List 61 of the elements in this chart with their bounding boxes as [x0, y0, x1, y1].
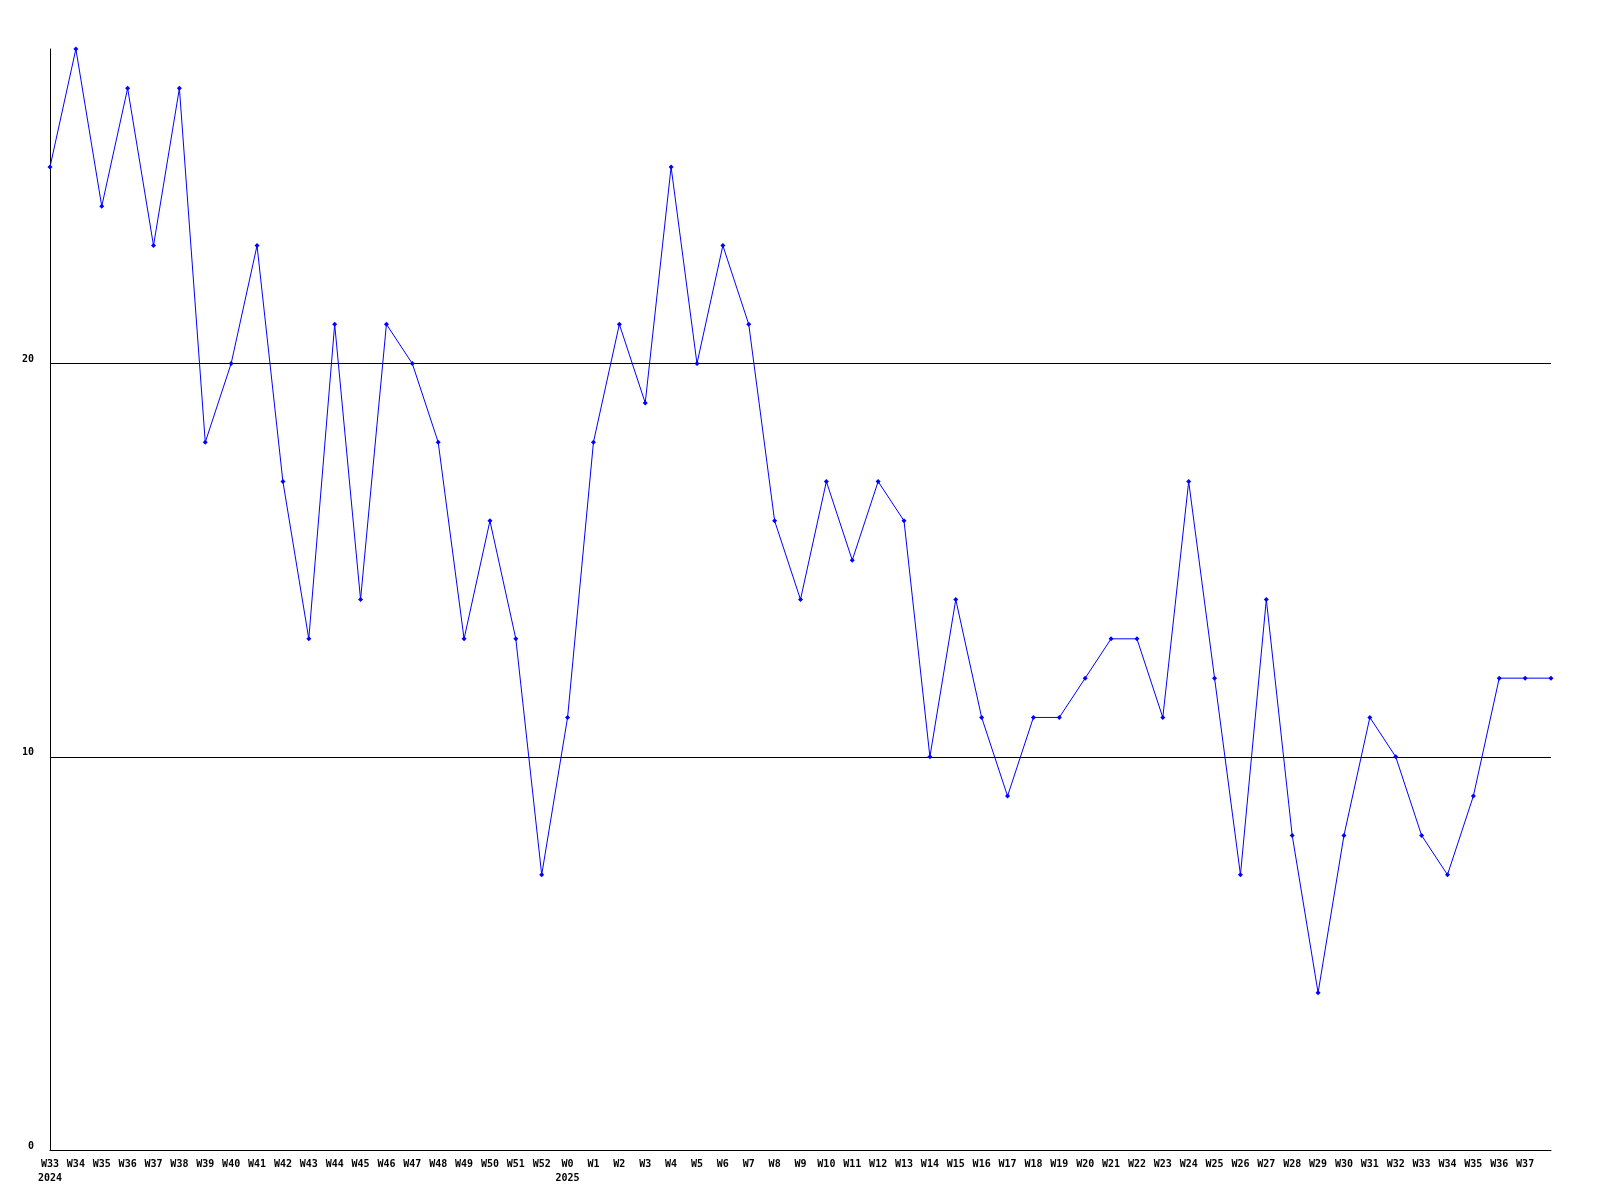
x-tick-label: W50 — [480, 1157, 499, 1169]
x-tick-label: W52 — [532, 1157, 551, 1169]
x-tick-label: W23 — [1153, 1157, 1172, 1169]
x-tick-label: W10 — [817, 1157, 836, 1169]
x-tick-label: W16 — [972, 1157, 991, 1169]
y-tick-label: 20 — [21, 353, 34, 365]
x-tick-label: W39 — [196, 1157, 215, 1169]
x-tick-label: W35 — [1464, 1157, 1483, 1169]
x-tick-label: W30 — [1334, 1157, 1353, 1169]
x-tick-label: W34 — [1438, 1157, 1457, 1169]
y-tick-label: 10 — [21, 746, 34, 758]
x-tick-label: W49 — [455, 1157, 474, 1169]
x-tick-label: W4 — [665, 1157, 678, 1169]
x-tick-label: W8 — [768, 1157, 781, 1169]
x-tick-label: W27 — [1257, 1157, 1276, 1169]
x-tick-label: W19 — [1050, 1157, 1069, 1169]
x-tick-label: W24 — [1179, 1157, 1198, 1169]
x-tick-label: W9 — [794, 1157, 807, 1169]
x-tick-label: W31 — [1360, 1157, 1379, 1169]
x-tick-label: W38 — [170, 1157, 189, 1169]
x-tick-label: W12 — [869, 1157, 888, 1169]
x-tick-label: W20 — [1076, 1157, 1095, 1169]
x-tick-label: W32 — [1386, 1157, 1405, 1169]
x-tick-label: W25 — [1205, 1157, 1224, 1169]
x-tick-label: W33 2024 — [37, 1157, 63, 1183]
x-tick-label: W7 — [742, 1157, 755, 1169]
x-tick-label: W41 — [248, 1157, 267, 1169]
x-tick-label: W44 — [325, 1157, 344, 1169]
x-tick-label: W29 — [1309, 1157, 1328, 1169]
x-tick-label: W5 — [690, 1157, 704, 1169]
x-tick-label: W47 — [403, 1157, 422, 1169]
x-tick-label: W40 — [222, 1157, 241, 1169]
x-tick-label: W36 — [1490, 1157, 1509, 1169]
y-tick-label: 0 — [27, 1139, 34, 1151]
x-tick-label: W3 — [639, 1157, 652, 1169]
x-tick-label: W33 — [1412, 1157, 1431, 1169]
x-tick-label: W35 — [92, 1157, 111, 1169]
x-tick-label: W18 — [1024, 1157, 1043, 1169]
x-tick-label: W22 — [1127, 1157, 1146, 1169]
x-tick-label: W6 — [716, 1157, 729, 1169]
x-tick-label: W46 — [377, 1157, 396, 1169]
x-tick-label: W48 — [429, 1157, 448, 1169]
x-tick-label: W26 — [1231, 1157, 1250, 1169]
x-tick-label: W36 — [118, 1157, 137, 1169]
x-tick-label: W17 — [998, 1157, 1017, 1169]
x-tick-label: W13 — [894, 1157, 914, 1169]
x-tick-label: W21 — [1102, 1157, 1121, 1169]
x-tick-label: W43 — [299, 1157, 318, 1169]
x-tick-label: W37 — [144, 1157, 163, 1169]
x-tick-label: W0 2025 — [555, 1157, 580, 1183]
x-tick-label: W11 — [843, 1157, 862, 1169]
x-tick-label: W15 — [946, 1157, 965, 1169]
x-tick-label: W2 — [613, 1157, 626, 1169]
x-tick-label: W37 — [1516, 1157, 1535, 1169]
x-tick-label: W34 — [66, 1157, 85, 1169]
x-tick-label: W14 — [920, 1157, 939, 1169]
x-tick-label: W1 — [587, 1157, 600, 1169]
x-tick-label: W45 — [351, 1157, 370, 1169]
x-tick-label: W51 — [506, 1157, 525, 1169]
x-tick-label: W42 — [273, 1157, 292, 1169]
x-tick-label: W28 — [1283, 1157, 1302, 1169]
